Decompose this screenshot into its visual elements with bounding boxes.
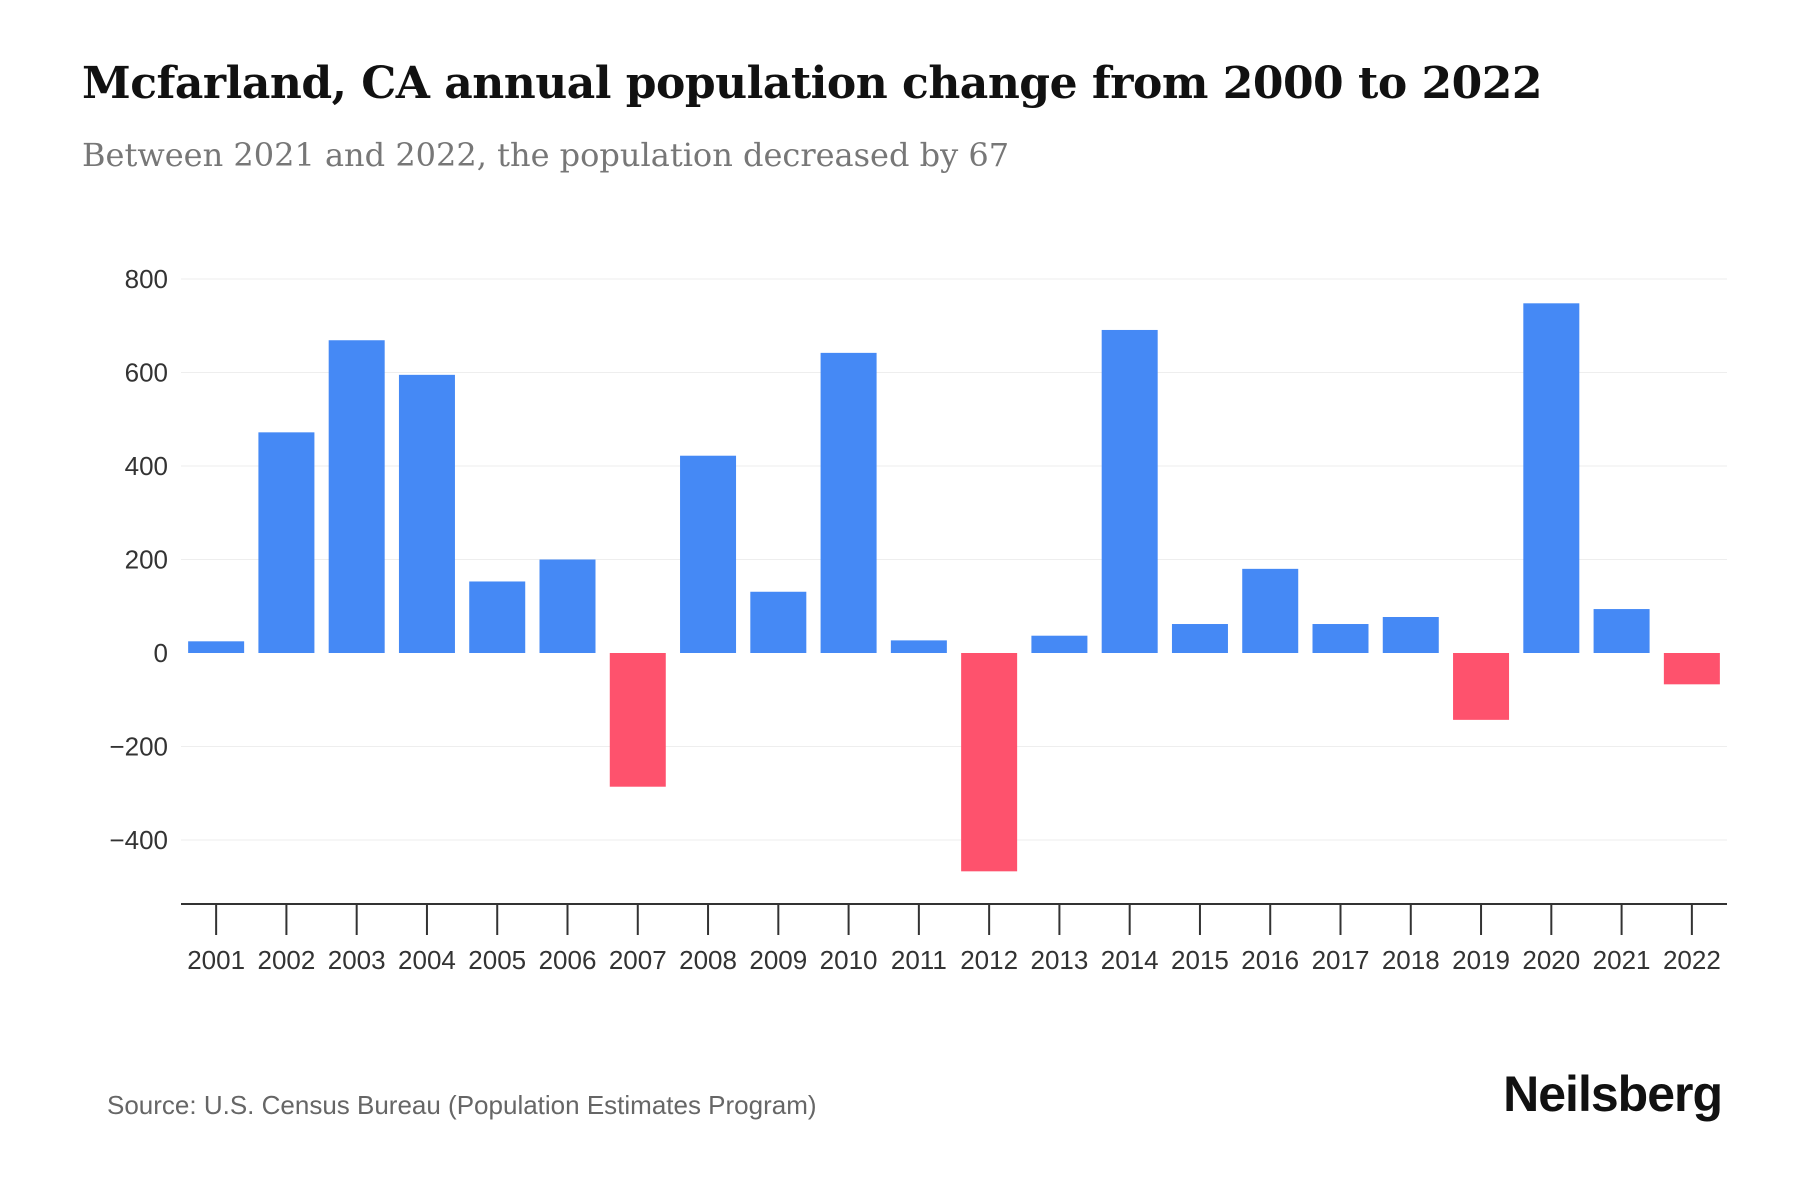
x-tick-label: 2014	[1101, 945, 1159, 975]
x-tick-label: 2012	[960, 945, 1018, 975]
x-tick-label: 2010	[820, 945, 878, 975]
x-tick-label: 2021	[1593, 945, 1651, 975]
x-tick-label: 2006	[539, 945, 597, 975]
y-tick-label: −200	[109, 732, 168, 762]
bar-2018	[1382, 617, 1439, 653]
bar-2011	[890, 640, 947, 653]
bar-2002	[258, 432, 315, 653]
bar-2013	[1031, 635, 1088, 653]
y-tick-label: 600	[125, 358, 168, 388]
x-tick-label: 2018	[1382, 945, 1440, 975]
bar-2005	[469, 581, 526, 653]
chart-title: Mcfarland, CA annual population change f…	[82, 58, 1542, 109]
x-tick-label: 2011	[891, 945, 947, 975]
x-tick-label: 2022	[1663, 945, 1721, 975]
bar-2015	[1171, 624, 1228, 653]
x-tick-label: 2003	[328, 945, 386, 975]
bar-2022	[1663, 653, 1720, 685]
y-tick-label: 400	[125, 451, 168, 481]
neilsberg-logo: Neilsberg	[1503, 1066, 1723, 1122]
bar-2009	[750, 591, 807, 653]
x-tick-label: 2015	[1171, 945, 1229, 975]
x-tick-label: 2004	[398, 945, 456, 975]
bar-2006	[539, 559, 596, 653]
bar-2019	[1453, 653, 1510, 720]
x-tick-label: 2005	[468, 945, 526, 975]
x-tick-label: 2007	[609, 945, 667, 975]
x-tick-label: 2009	[749, 945, 807, 975]
bar-2004	[398, 374, 455, 653]
x-tick-label: 2019	[1452, 945, 1510, 975]
bar-2017	[1312, 624, 1369, 653]
bar-2021	[1593, 609, 1650, 653]
x-tick-label: 2017	[1312, 945, 1370, 975]
x-tick-label: 2016	[1241, 945, 1299, 975]
bar-2008	[680, 455, 737, 653]
x-tick-label: 2008	[679, 945, 737, 975]
chart-subtitle: Between 2021 and 2022, the population de…	[82, 136, 1010, 174]
bar-2001	[188, 641, 245, 653]
x-tick-label: 2013	[1030, 945, 1088, 975]
bar-2012	[961, 653, 1018, 872]
y-tick-label: 800	[125, 264, 168, 294]
bar-2020	[1523, 303, 1580, 653]
bar-2003	[328, 340, 385, 653]
x-tick-label: 2002	[257, 945, 315, 975]
x-tick-label: 2020	[1522, 945, 1580, 975]
x-tick-label: 2001	[187, 945, 245, 975]
y-tick-label: 200	[125, 545, 168, 575]
y-tick-label: 0	[154, 638, 168, 668]
bar-2010	[820, 352, 877, 653]
bar-2014	[1101, 329, 1158, 653]
y-tick-label: −400	[109, 825, 168, 855]
bar-2016	[1242, 568, 1299, 653]
source-note: Source: U.S. Census Bureau (Population E…	[107, 1090, 817, 1120]
bar-2007	[609, 653, 666, 787]
